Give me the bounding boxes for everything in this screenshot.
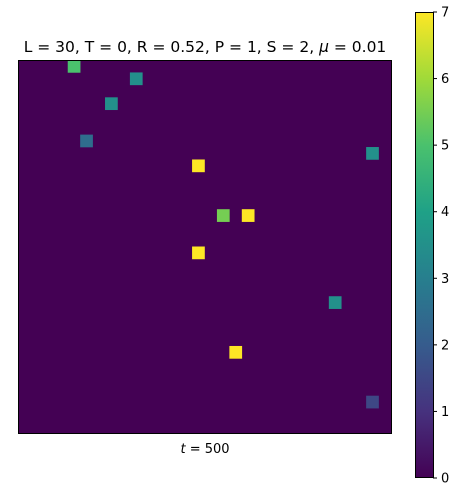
heatmap-cell — [366, 395, 379, 409]
heatmap-cell — [67, 60, 81, 73]
colorbar-tick-label: 5 — [441, 139, 449, 154]
heatmap-cell — [229, 345, 243, 359]
colorbar-ticks: 0 1 2 3 4 5 6 7 — [433, 6, 449, 487]
heatmap-frame — [18, 60, 392, 434]
colorbar-tick-label: 0 — [441, 472, 449, 487]
heatmap-cell — [216, 209, 230, 222]
heatmap-cell — [80, 134, 93, 148]
heatmap-cell — [192, 159, 205, 173]
colorbar-tick-label: 3 — [441, 272, 449, 287]
colorbar-tick-label: 7 — [441, 6, 449, 21]
colorbar — [415, 12, 433, 478]
heatmap-cell — [328, 296, 342, 309]
heatmap-grid — [18, 60, 391, 433]
colorbar-tick-label: 6 — [441, 72, 449, 87]
heatmap-cell — [241, 209, 255, 222]
heatmap-cell — [105, 97, 118, 111]
x-axis-label: t = 500 — [180, 442, 229, 457]
heatmap-cell — [129, 72, 143, 86]
colorbar-tick-label: 4 — [441, 205, 449, 220]
colorbar-tick-label: 1 — [441, 405, 449, 420]
heatmap-cell — [366, 147, 379, 160]
colorbar-tick-label: 2 — [441, 338, 449, 353]
colorbar-frame — [415, 12, 434, 478]
heatmap-cell — [192, 246, 205, 260]
chart-title: L = 30, T = 0, R = 0.52, P = 1, S = 2, μ… — [24, 38, 387, 56]
